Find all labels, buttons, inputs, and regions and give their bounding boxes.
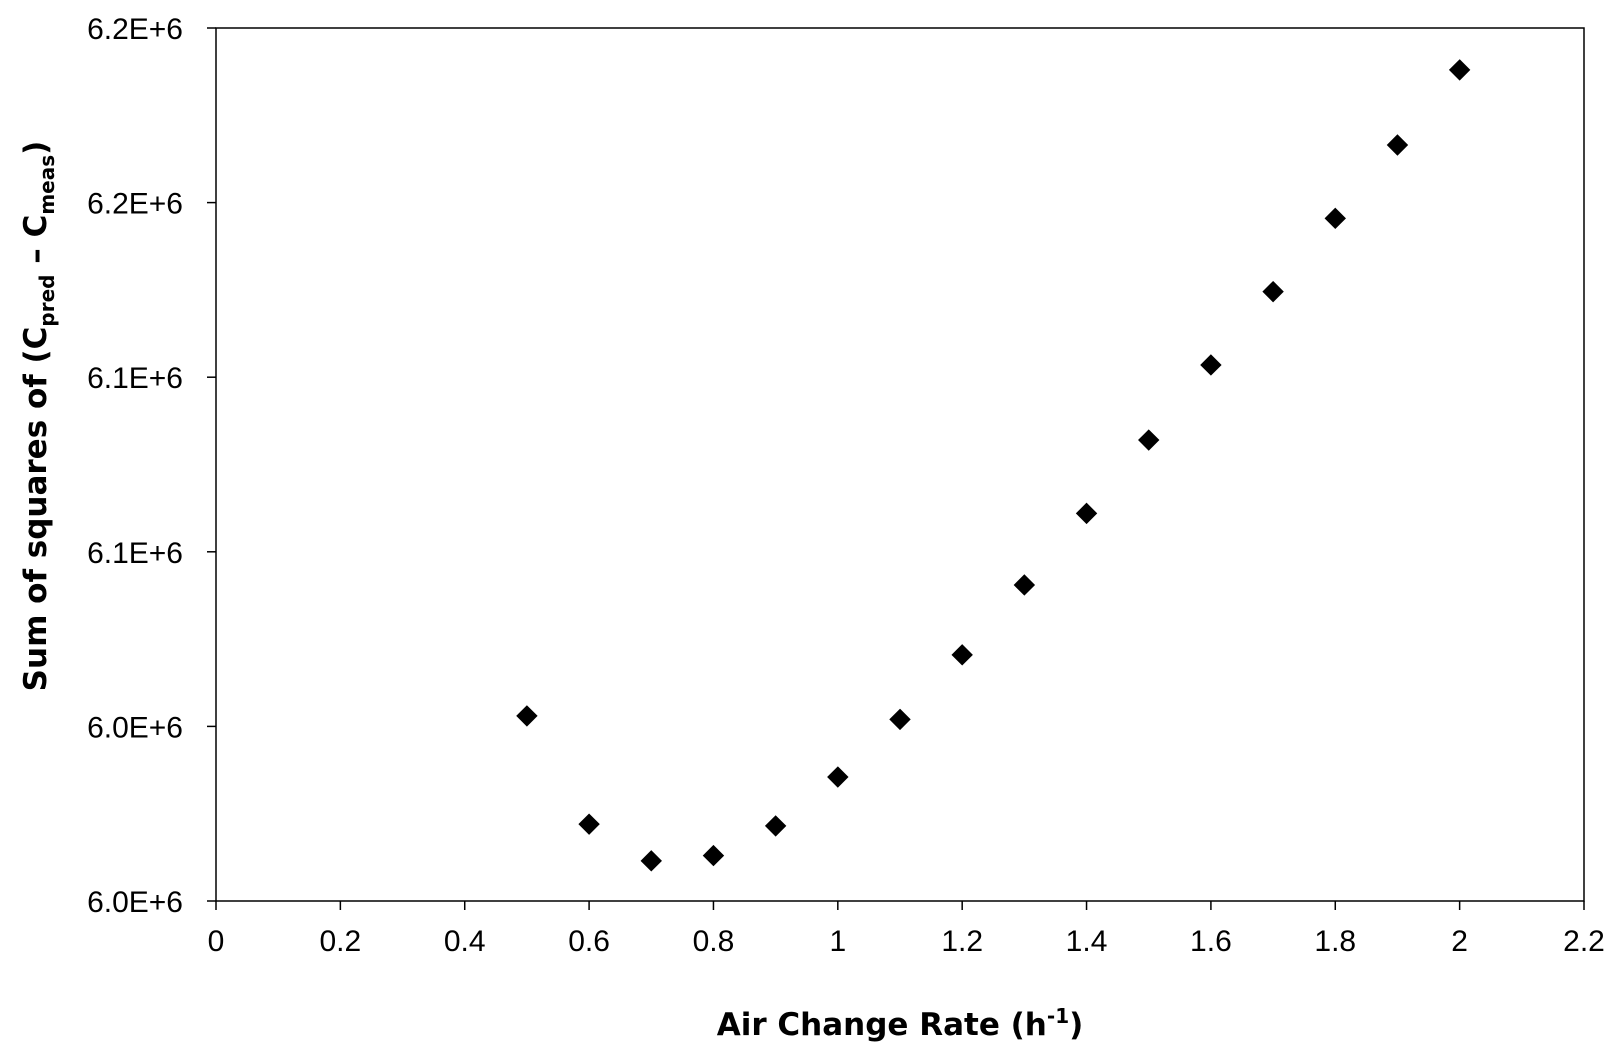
x-axis-title: Air Change Rate (h-1) bbox=[717, 1004, 1084, 1043]
data-point bbox=[516, 705, 538, 727]
x-tick-label: 1.4 bbox=[1066, 925, 1108, 958]
data-point bbox=[1262, 280, 1284, 303]
y-tick-label: 6.0E+6 bbox=[87, 886, 183, 919]
plot-area-border bbox=[215, 27, 1585, 902]
x-tick-label: 1.2 bbox=[941, 925, 983, 958]
x-tick-label: 0.4 bbox=[444, 925, 486, 958]
y-tick-label: 6.1E+6 bbox=[87, 362, 183, 395]
ticks: 0 0.2 0.4 0.6 0.8 1 1.2 1.4 1.6 1.8 2 2.2 6.0E+6 6.0E… bbox=[87, 13, 1605, 958]
data-point bbox=[764, 815, 787, 837]
data-point bbox=[951, 644, 973, 666]
data-point bbox=[1138, 429, 1160, 451]
axes bbox=[215, 27, 1585, 902]
x-tick-label: 1 bbox=[829, 925, 846, 958]
data-point bbox=[1013, 574, 1036, 596]
x-tick-label: 0.2 bbox=[320, 925, 362, 958]
x-tick-label: 0 bbox=[208, 925, 225, 958]
y-tick-label: 6.2E+6 bbox=[87, 13, 183, 46]
x-tick-label: 2.2 bbox=[1563, 925, 1605, 958]
data-point bbox=[1200, 354, 1222, 376]
x-tick-label: 1.8 bbox=[1314, 925, 1356, 958]
data-points bbox=[516, 59, 1471, 872]
y-tick-label: 6.1E+6 bbox=[87, 537, 183, 570]
y-tick-label: 6.2E+6 bbox=[87, 188, 183, 221]
data-point bbox=[702, 844, 725, 867]
data-point bbox=[578, 813, 600, 835]
axis-titles: Air Change Rate (h-1) Sum of squares of (… bbox=[18, 141, 1083, 1043]
data-point bbox=[640, 850, 662, 872]
x-tick-label: 0.8 bbox=[693, 925, 735, 958]
data-point bbox=[1386, 134, 1409, 156]
data-point bbox=[1448, 59, 1471, 81]
x-tick-label: 1.6 bbox=[1190, 925, 1232, 958]
y-axis-title: Sum of squares of (Cpred – Cmeas) bbox=[18, 141, 59, 692]
y-tick-label: 6.0E+6 bbox=[87, 711, 183, 744]
data-point bbox=[1075, 502, 1098, 525]
data-point bbox=[1324, 207, 1346, 230]
data-point bbox=[827, 766, 849, 788]
data-point bbox=[889, 708, 911, 731]
x-tick-label: 2 bbox=[1451, 925, 1468, 958]
x-tick-label: 0.6 bbox=[568, 925, 610, 958]
